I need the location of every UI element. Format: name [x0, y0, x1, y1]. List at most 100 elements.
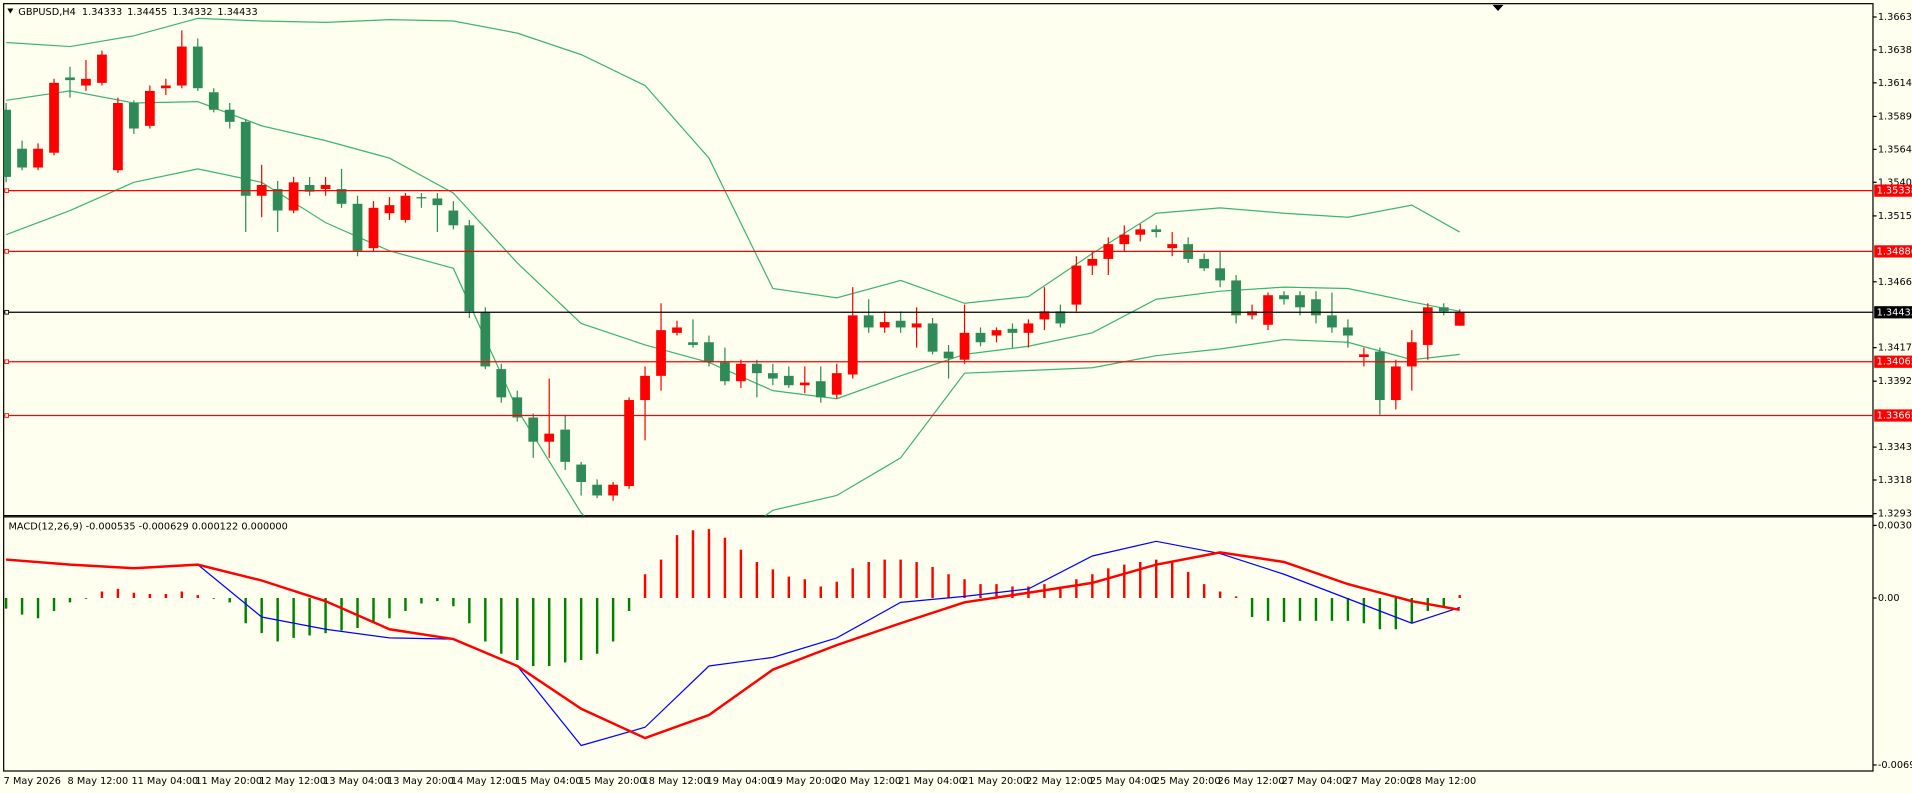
level-label: 1.34433 [1877, 307, 1912, 318]
indicator-line [5, 168, 1460, 516]
level-marker [4, 188, 9, 193]
y-tick-label: 1.34660 [1878, 277, 1912, 288]
axes: 1.36630 1.36385 1.36140 1.35890 1.35645 1.354… [4, 12, 1912, 787]
candle-body [879, 322, 890, 328]
x-tick-label: 18 May 12:00 [643, 776, 710, 787]
y-tick-label: 1.35150 [1878, 211, 1912, 222]
indicator-title: MACD(12,26,9) -0.000535 -0.000629 0.0001… [9, 522, 288, 533]
candle-body [33, 148, 43, 168]
candle-body [384, 205, 395, 214]
candle-body [81, 78, 91, 86]
x-tick-label: 26 May 12:00 [1218, 776, 1285, 787]
x-tick-label: 27 May 04:00 [1282, 776, 1349, 787]
candle-body [480, 312, 491, 367]
candle-body [1390, 366, 1401, 401]
candle-body [1279, 295, 1289, 300]
candle-body [1247, 311, 1257, 316]
level-label-box [1874, 409, 1912, 422]
x-tick-label: 8 May 12:00 [68, 776, 129, 787]
x-tick-label: 11 May 04:00 [131, 776, 198, 787]
candle-body [1406, 342, 1417, 367]
candle-body [1374, 351, 1385, 401]
candle-body [1087, 258, 1098, 266]
candle-body [656, 330, 666, 376]
candle-body [688, 342, 698, 345]
candle-body [1454, 312, 1465, 326]
header-open: 1.34333 [82, 7, 122, 18]
candle-body [336, 189, 347, 204]
candle-body [544, 433, 555, 442]
candle-body [1215, 268, 1225, 281]
level-marker [4, 249, 9, 254]
level-marker [4, 310, 9, 315]
candle-body [224, 109, 235, 122]
y-tick-label: 1.35645 [1878, 144, 1912, 155]
level-label: 1.35338 [1877, 186, 1912, 197]
candle-body [496, 369, 507, 398]
candle-body [704, 342, 714, 363]
candle-body [1422, 307, 1433, 345]
candle-body [528, 417, 539, 442]
candle-body [368, 207, 379, 249]
indicator-line [6, 551, 1460, 740]
candle-body [320, 184, 331, 190]
candle-body [799, 382, 810, 386]
y-tick-label: 0.003023 [1878, 520, 1912, 531]
indicator-line [6, 540, 1460, 747]
x-tick-label: 13 May 04:00 [323, 776, 390, 787]
candle-body [288, 182, 299, 211]
candle-body [113, 103, 123, 171]
level-label-box [1874, 306, 1912, 319]
candle-body [927, 323, 938, 352]
x-tick-label: 21 May 04:00 [898, 776, 965, 787]
candle-body [751, 363, 762, 374]
x-tick-label: 13 May 20:00 [387, 776, 454, 787]
candle-body [1023, 323, 1034, 333]
x-tick-label: 19 May 04:00 [707, 776, 774, 787]
header-low: 1.34332 [172, 7, 212, 18]
candle-body [65, 77, 75, 81]
candle-body [1055, 311, 1066, 324]
macd-plot [4, 529, 1461, 747]
candle-body [1039, 311, 1050, 320]
candle-body [640, 375, 650, 401]
candle-body [1199, 258, 1210, 269]
x-tick-label: 15 May 04:00 [515, 776, 582, 787]
candle-body [831, 373, 842, 395]
candle-body [943, 351, 954, 359]
candle-body [1167, 244, 1178, 249]
x-tick-label: 15 May 20:00 [579, 776, 646, 787]
symbol: GBPUSD,H4 [18, 7, 76, 18]
shift-marker[interactable] [1492, 4, 1504, 11]
candle-body [160, 85, 171, 89]
candle-body [895, 320, 906, 328]
x-tick-label: 19 May 20:00 [770, 776, 837, 787]
candle-body [17, 148, 27, 168]
menu-triangle[interactable] [7, 8, 14, 14]
y-tick-label: 1.36630 [1878, 12, 1912, 23]
candle-body [1359, 354, 1369, 358]
candle-body [1311, 299, 1321, 316]
y-tick-label: 1.33430 [1878, 442, 1912, 453]
header-high: 1.34455 [127, 7, 167, 18]
candle-body [1135, 229, 1146, 235]
candle-body [847, 315, 858, 375]
level-marker [4, 413, 9, 418]
y-tick-label: 1.33920 [1878, 376, 1912, 387]
candle-body [959, 332, 970, 360]
level-label: 1.33665 [1877, 410, 1912, 421]
candle-body [352, 203, 363, 251]
candle-body [416, 197, 427, 199]
y-tick-label: 1.36385 [1878, 45, 1912, 56]
candle-body [863, 315, 874, 328]
level-label: 1.34065 [1877, 357, 1912, 368]
level-label-box [1874, 184, 1912, 197]
candle-body [720, 362, 730, 382]
candle-body [975, 332, 986, 343]
candle-body [1119, 234, 1130, 245]
candle-body [783, 375, 794, 386]
chart-header: GBPUSD,H4 1.34333 1.34455 1.34332 1.34433 [18, 7, 257, 18]
candle-body [815, 381, 826, 398]
